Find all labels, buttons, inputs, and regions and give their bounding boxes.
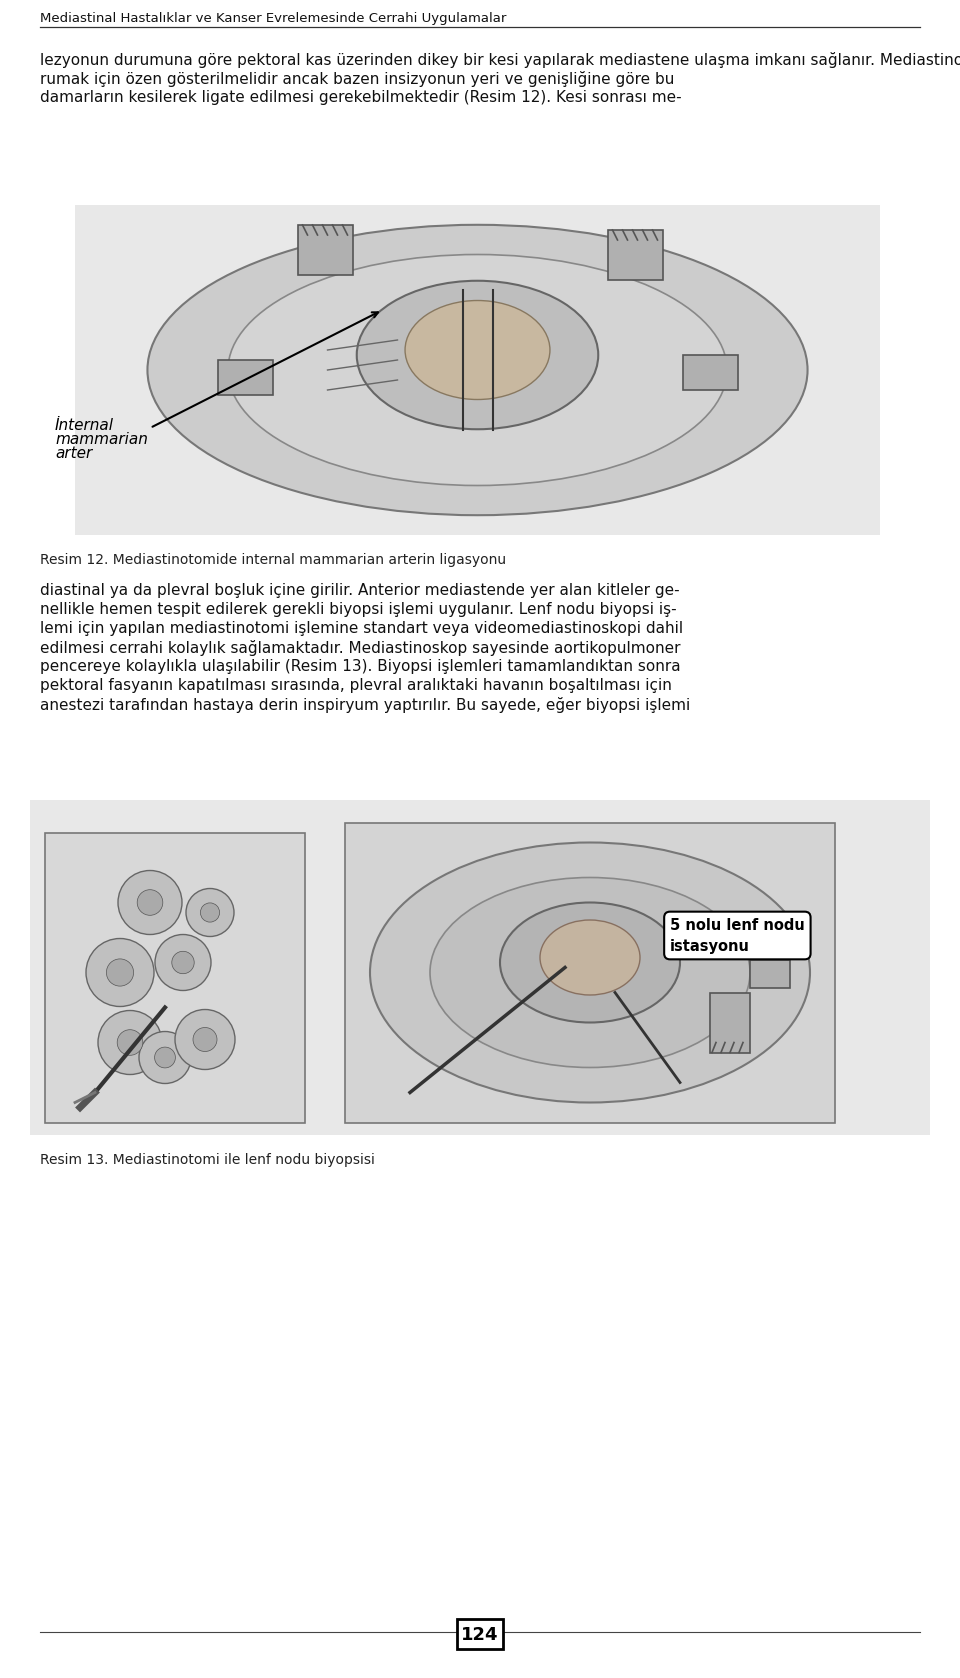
Bar: [345, 822, 835, 1123]
Bar: [457, 1619, 503, 1649]
Circle shape: [155, 1047, 176, 1067]
Text: edilmesi cerrahi kolaylık sağlamaktadır. Mediastinoskop sayesinde aortikopulmone: edilmesi cerrahi kolaylık sağlamaktadır.…: [40, 639, 681, 656]
Text: 5 nolu lenf nodu
istasyonu: 5 nolu lenf nodu istasyonu: [670, 918, 804, 953]
Circle shape: [139, 1032, 191, 1084]
Ellipse shape: [370, 842, 810, 1102]
Circle shape: [186, 888, 234, 936]
Ellipse shape: [540, 920, 640, 995]
Text: nellikle hemen tespit edilerek gerekli biyopsi işlemi uygulanır. Lenf nodu biyop: nellikle hemen tespit edilerek gerekli b…: [40, 602, 677, 618]
Circle shape: [86, 938, 154, 1007]
Circle shape: [155, 935, 211, 990]
Bar: [710, 992, 750, 1052]
Circle shape: [172, 951, 194, 973]
Text: 124: 124: [461, 1626, 499, 1644]
Text: pektoral fasyanın kapatılması sırasında, plevral aralıktaki havanın boşaltılması: pektoral fasyanın kapatılması sırasında,…: [40, 678, 672, 693]
Text: arter: arter: [55, 446, 92, 461]
Circle shape: [137, 889, 163, 915]
Circle shape: [107, 958, 133, 987]
Text: diastinal ya da plevral boşluk içine girilir. Anterior mediastende yer alan kitl: diastinal ya da plevral boşluk içine gir…: [40, 582, 680, 597]
Text: mammarian: mammarian: [55, 431, 148, 446]
Bar: [30, 800, 930, 1134]
Bar: [75, 205, 880, 535]
Ellipse shape: [148, 225, 807, 515]
Text: rumak için özen gösterilmelidir ancak bazen insizyonun yeri ve genişliğine göre : rumak için özen gösterilmelidir ancak ba…: [40, 70, 674, 87]
Circle shape: [118, 871, 182, 935]
Text: Mediastinal Hastalıklar ve Kanser Evrelemesinde Cerrahi Uygulamalar: Mediastinal Hastalıklar ve Kanser Evrele…: [40, 12, 506, 25]
Circle shape: [175, 1010, 235, 1069]
Ellipse shape: [430, 878, 750, 1067]
Text: lemi için yapılan mediastinotomi işlemine standart veya videomediastinoskopi dah: lemi için yapılan mediastinotomi işlemin…: [40, 621, 684, 636]
Text: İnternal: İnternal: [55, 418, 114, 433]
Bar: [608, 230, 662, 280]
Ellipse shape: [228, 255, 727, 485]
Circle shape: [117, 1030, 143, 1055]
Ellipse shape: [357, 280, 598, 430]
Bar: [750, 960, 790, 987]
Circle shape: [98, 1010, 162, 1074]
Bar: [218, 361, 273, 394]
Circle shape: [201, 903, 220, 923]
Text: Resim 12. Mediastinotomide internal mammarian arterin ligasyonu: Resim 12. Mediastinotomide internal mamm…: [40, 554, 506, 567]
Text: lezyonun durumuna göre pektoral kas üzerinden dikey bir kesi yapılarak mediasten: lezyonun durumuna göre pektoral kas üzer…: [40, 52, 960, 69]
Bar: [298, 225, 352, 275]
Text: pencereye kolaylıkla ulaşılabilir (Resim 13). Biyopsi işlemleri tamamlandıktan s: pencereye kolaylıkla ulaşılabilir (Resim…: [40, 659, 681, 675]
Text: damarların kesilerek ligate edilmesi gerekebilmektedir (Resim 12). Kesi sonrası : damarların kesilerek ligate edilmesi ger…: [40, 91, 682, 106]
Ellipse shape: [500, 903, 680, 1022]
Text: anestezi tarafından hastaya derin inspiryum yaptırılır. Bu sayede, eğer biyopsi : anestezi tarafından hastaya derin inspir…: [40, 696, 690, 713]
Circle shape: [193, 1027, 217, 1052]
Text: Resim 13. Mediastinotomi ile lenf nodu biyopsisi: Resim 13. Mediastinotomi ile lenf nodu b…: [40, 1153, 374, 1166]
Bar: [683, 356, 737, 389]
Bar: [45, 832, 305, 1123]
Ellipse shape: [405, 300, 550, 399]
